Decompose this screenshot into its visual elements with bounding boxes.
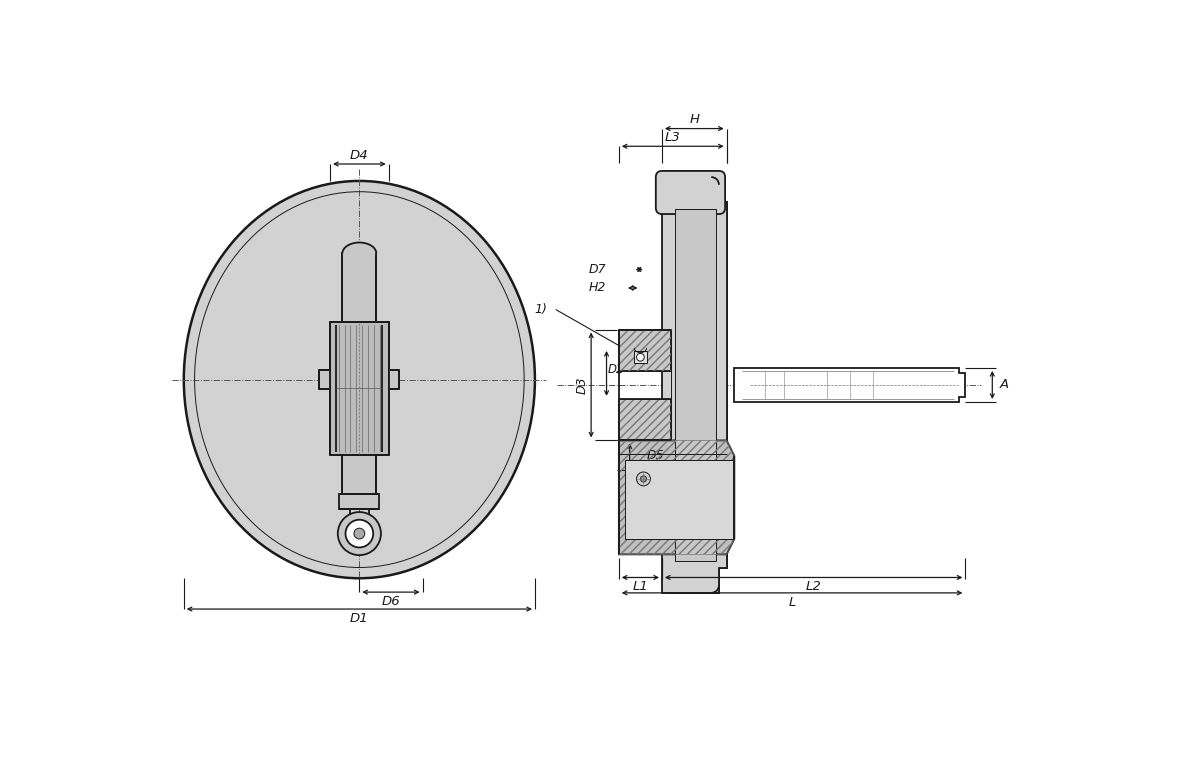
Bar [342, 254, 377, 322]
Text: L2: L2 [805, 580, 822, 593]
Polygon shape [734, 368, 965, 402]
Ellipse shape [342, 242, 377, 264]
Circle shape [354, 528, 365, 539]
Bar [340, 494, 379, 509]
Bar [619, 329, 671, 371]
Circle shape [346, 520, 373, 547]
Circle shape [641, 476, 647, 482]
Bar [619, 399, 671, 441]
Bar [319, 370, 330, 389]
Text: D1: D1 [350, 612, 368, 625]
FancyBboxPatch shape [656, 171, 725, 214]
Text: D5: D5 [647, 449, 664, 462]
Text: H7: H7 [618, 360, 630, 369]
Circle shape [338, 512, 380, 555]
Bar [342, 455, 377, 494]
Bar [330, 322, 389, 455]
Ellipse shape [184, 181, 535, 578]
Text: D2: D2 [608, 363, 624, 376]
Text: D6: D6 [382, 595, 401, 608]
Text: A: A [1000, 378, 1009, 391]
Text: L1: L1 [632, 580, 648, 593]
Bar [625, 459, 733, 539]
Bar [619, 329, 671, 371]
Text: D4: D4 [350, 149, 368, 162]
Bar [676, 210, 716, 560]
Circle shape [636, 472, 650, 486]
Bar [389, 370, 400, 389]
Text: H2: H2 [589, 282, 606, 294]
Text: D7: D7 [589, 263, 606, 276]
Text: L: L [788, 596, 796, 609]
Text: H: H [689, 113, 700, 126]
Circle shape [636, 354, 644, 361]
Polygon shape [662, 177, 727, 593]
Text: D3: D3 [575, 376, 588, 394]
Text: 1): 1) [534, 303, 547, 316]
Polygon shape [671, 177, 727, 593]
Bar [635, 351, 647, 363]
Text: L3: L3 [665, 130, 680, 144]
Polygon shape [619, 441, 734, 554]
Bar [619, 399, 671, 441]
